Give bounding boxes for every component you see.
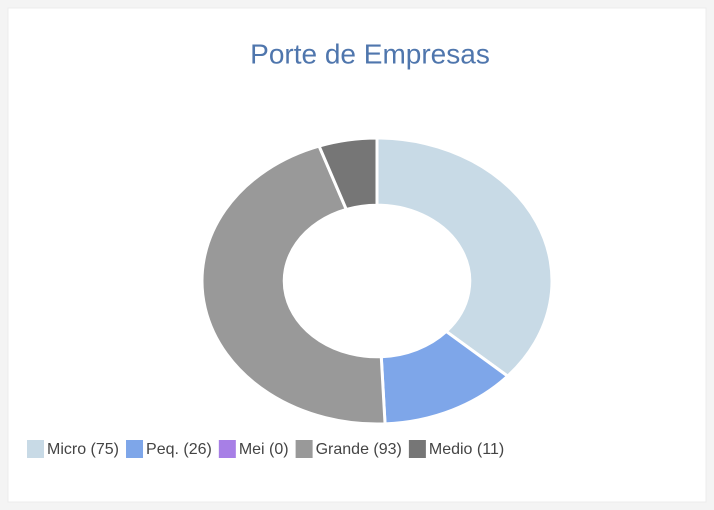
legend-label: Medio (11) [429,441,504,458]
chart-title: Porte de Empresas [250,38,490,69]
donut-slice [200,144,387,426]
donut-slice [375,136,554,379]
legend-label: Peq. (26) [146,441,212,458]
legend-swatch [295,440,313,458]
legend-swatch [27,440,44,458]
card [7,7,707,503]
legend-label: Mei (0) [239,441,289,458]
legend-label: Micro (75) [47,441,119,458]
legend-swatch [126,440,144,458]
legend-swatch [218,440,236,458]
donut-slice [317,136,379,212]
legend-label: Grande (93) [316,441,402,458]
legend-swatch [408,440,426,458]
